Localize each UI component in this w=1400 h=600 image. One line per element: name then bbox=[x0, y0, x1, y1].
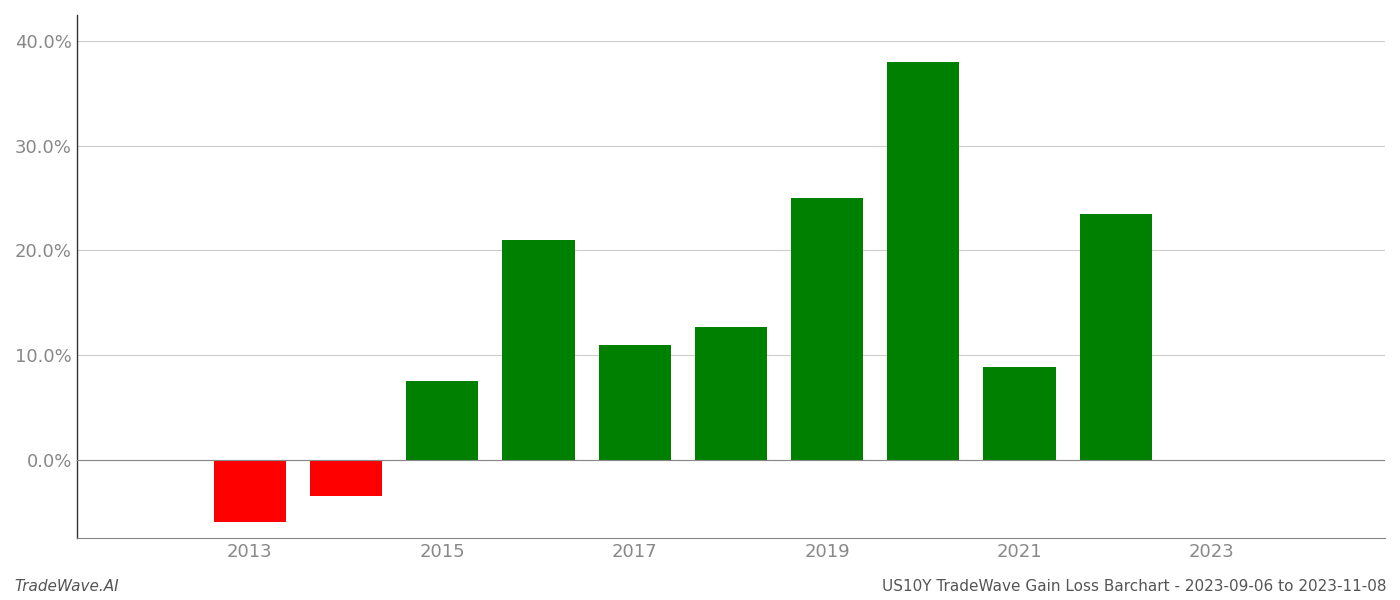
Bar bbox=[599, 344, 671, 460]
Bar bbox=[309, 460, 382, 496]
Text: US10Y TradeWave Gain Loss Barchart - 2023-09-06 to 2023-11-08: US10Y TradeWave Gain Loss Barchart - 202… bbox=[882, 579, 1386, 594]
Bar bbox=[214, 460, 286, 523]
Text: TradeWave.AI: TradeWave.AI bbox=[14, 579, 119, 594]
Bar bbox=[791, 198, 864, 460]
Bar bbox=[406, 381, 479, 460]
Bar bbox=[694, 327, 767, 460]
Bar bbox=[888, 62, 959, 460]
Bar bbox=[983, 367, 1056, 460]
Bar bbox=[1079, 214, 1152, 460]
Bar bbox=[503, 240, 574, 460]
